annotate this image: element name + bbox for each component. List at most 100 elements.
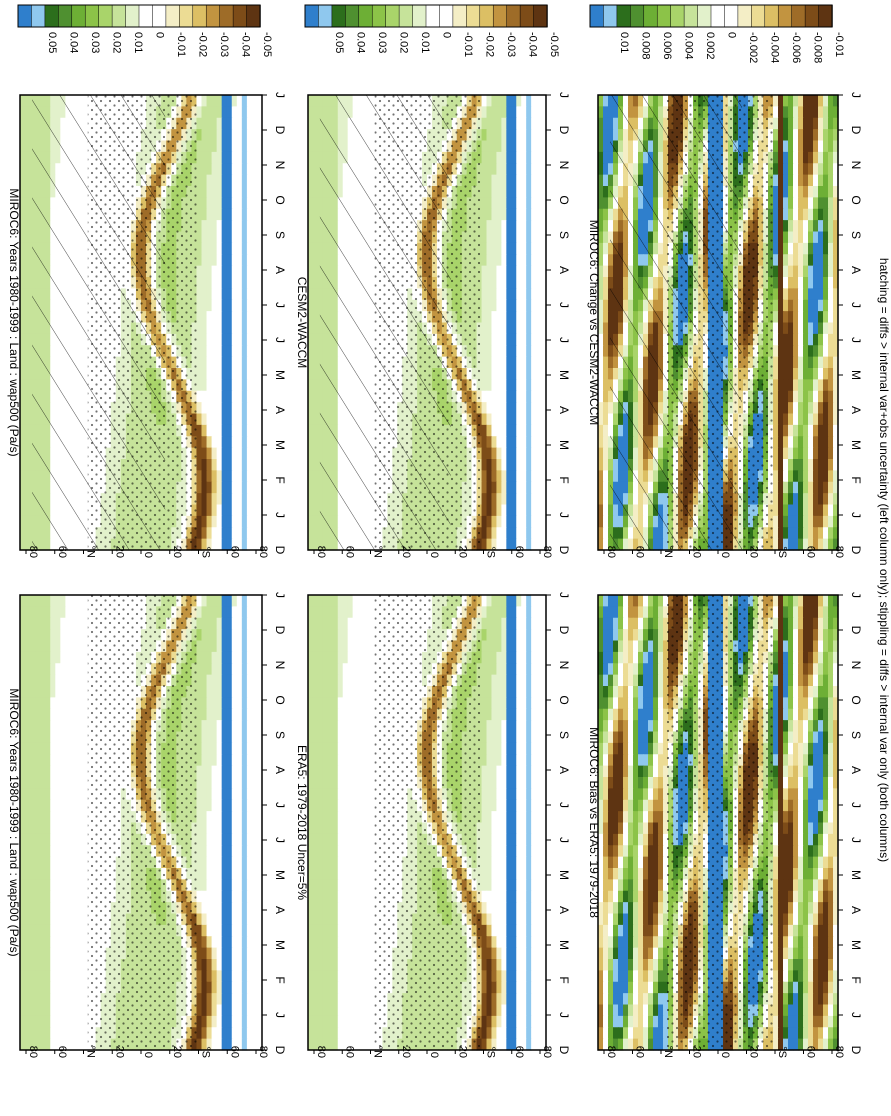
heatmap-cell: [227, 436, 233, 448]
heatmap-cell: [242, 914, 248, 926]
heatmap-cell: [75, 834, 81, 846]
heatmap-cell: [75, 754, 81, 766]
heatmap-cell: [242, 425, 248, 437]
heatmap-cell: [212, 482, 218, 494]
heatmap-cell: [242, 402, 248, 414]
heatmap-cell: [227, 402, 233, 414]
heatmap-cell: [65, 720, 71, 732]
heatmap-cell: [511, 300, 517, 312]
heatmap-cell: [232, 1005, 238, 1017]
heatmap-cell: [35, 652, 41, 664]
heatmap-cell: [50, 618, 56, 630]
heatmap-cell: [196, 618, 202, 630]
heatmap-cell: [196, 675, 202, 687]
heatmap-cell: [531, 197, 537, 209]
heatmap-cell: [207, 857, 213, 869]
heatmap-cell: [232, 516, 238, 528]
heatmap-cell: [65, 925, 71, 937]
heatmap-cell: [45, 595, 51, 607]
heatmap-cell: [212, 641, 218, 653]
heatmap-cell: [207, 288, 213, 300]
heatmap-cell: [252, 914, 258, 926]
heatmap-cell: [506, 118, 512, 130]
heatmap-cell: [212, 368, 218, 380]
heatmap-cell: [81, 595, 87, 607]
heatmap-cell: [50, 879, 56, 891]
heatmap-cell: [207, 823, 213, 835]
heatmap-cell: [35, 709, 41, 721]
heatmap-cell: [313, 266, 319, 278]
heatmap-cell: [35, 629, 41, 641]
heatmap-cell: [30, 1016, 36, 1028]
heatmap-cell: [247, 288, 253, 300]
heatmap-cell: [247, 732, 253, 744]
heatmap-cell: [536, 186, 542, 198]
heatmap-cell: [232, 845, 238, 857]
heatmap-cell: [242, 970, 248, 982]
heatmap-cell: [242, 982, 248, 994]
heatmap-cell: [25, 379, 31, 391]
heatmap-cell: [202, 857, 208, 869]
heatmap-cell: [252, 516, 258, 528]
heatmap-cell: [75, 948, 81, 960]
heatmap-cell: [247, 516, 253, 528]
heatmap-cell: [511, 311, 517, 323]
heatmap-cell: [247, 754, 253, 766]
heatmap-cell: [45, 936, 51, 948]
heatmap-cell: [196, 754, 202, 766]
heatmap-cell: [60, 891, 66, 903]
heatmap-cell: [207, 595, 213, 607]
heatmap-cell: [196, 266, 202, 278]
heatmap-cell: [202, 288, 208, 300]
heatmap-cell: [526, 129, 532, 141]
heatmap-cell: [70, 959, 76, 971]
heatmap-cell: [70, 675, 76, 687]
heatmap-cell: [506, 129, 512, 141]
heatmap-cell: [247, 402, 253, 414]
heatmap-cell: [217, 606, 223, 618]
heatmap-cell: [35, 675, 41, 687]
heatmap-cell: [237, 925, 243, 937]
heatmap-cell: [227, 902, 233, 914]
heatmap-cell: [25, 368, 31, 380]
month-tick-label: J: [273, 512, 287, 518]
heatmap-cell: [70, 663, 76, 675]
heatmap-cell: [212, 1016, 218, 1028]
heatmap-cell: [207, 811, 213, 823]
heatmap-cell: [217, 891, 223, 903]
heatmap-cell: [60, 1005, 66, 1017]
heatmap-cell: [237, 970, 243, 982]
heatmap-cell: [252, 1005, 258, 1017]
heatmap-cell: [237, 834, 243, 846]
heatmap-cell: [45, 1027, 51, 1039]
heatmap-cell: [55, 936, 61, 948]
heatmap-cell: [202, 300, 208, 312]
heatmap-cell: [247, 300, 253, 312]
heatmap-cell: [232, 163, 238, 175]
heatmap-cell: [252, 766, 258, 778]
heatmap-cell: [25, 823, 31, 835]
heatmap-cell: [237, 663, 243, 675]
heatmap-cell: [25, 425, 31, 437]
heatmap-cell: [232, 686, 238, 698]
heatmap-cell: [501, 266, 507, 278]
heatmap-cell: [511, 209, 517, 221]
heatmap-cell: [55, 845, 61, 857]
heatmap-cell: [496, 209, 502, 221]
heatmap-cell: [247, 368, 253, 380]
heatmap-cell: [252, 595, 258, 607]
month-tick-label: A: [273, 766, 287, 774]
heatmap-cell: [232, 152, 238, 164]
heatmap-cell: [237, 141, 243, 153]
heatmap-cell: [308, 186, 314, 198]
heatmap-cell: [511, 118, 517, 130]
heatmap-cell: [81, 766, 87, 778]
heatmap-cell: [487, 311, 493, 323]
heatmap-cell: [196, 641, 202, 653]
heatmap-cell: [511, 95, 517, 107]
heatmap-cell: [536, 266, 542, 278]
heatmap-cell: [55, 834, 61, 846]
heatmap-cell: [30, 800, 36, 812]
heatmap-cell: [217, 334, 223, 346]
heatmap-cell: [526, 95, 532, 107]
